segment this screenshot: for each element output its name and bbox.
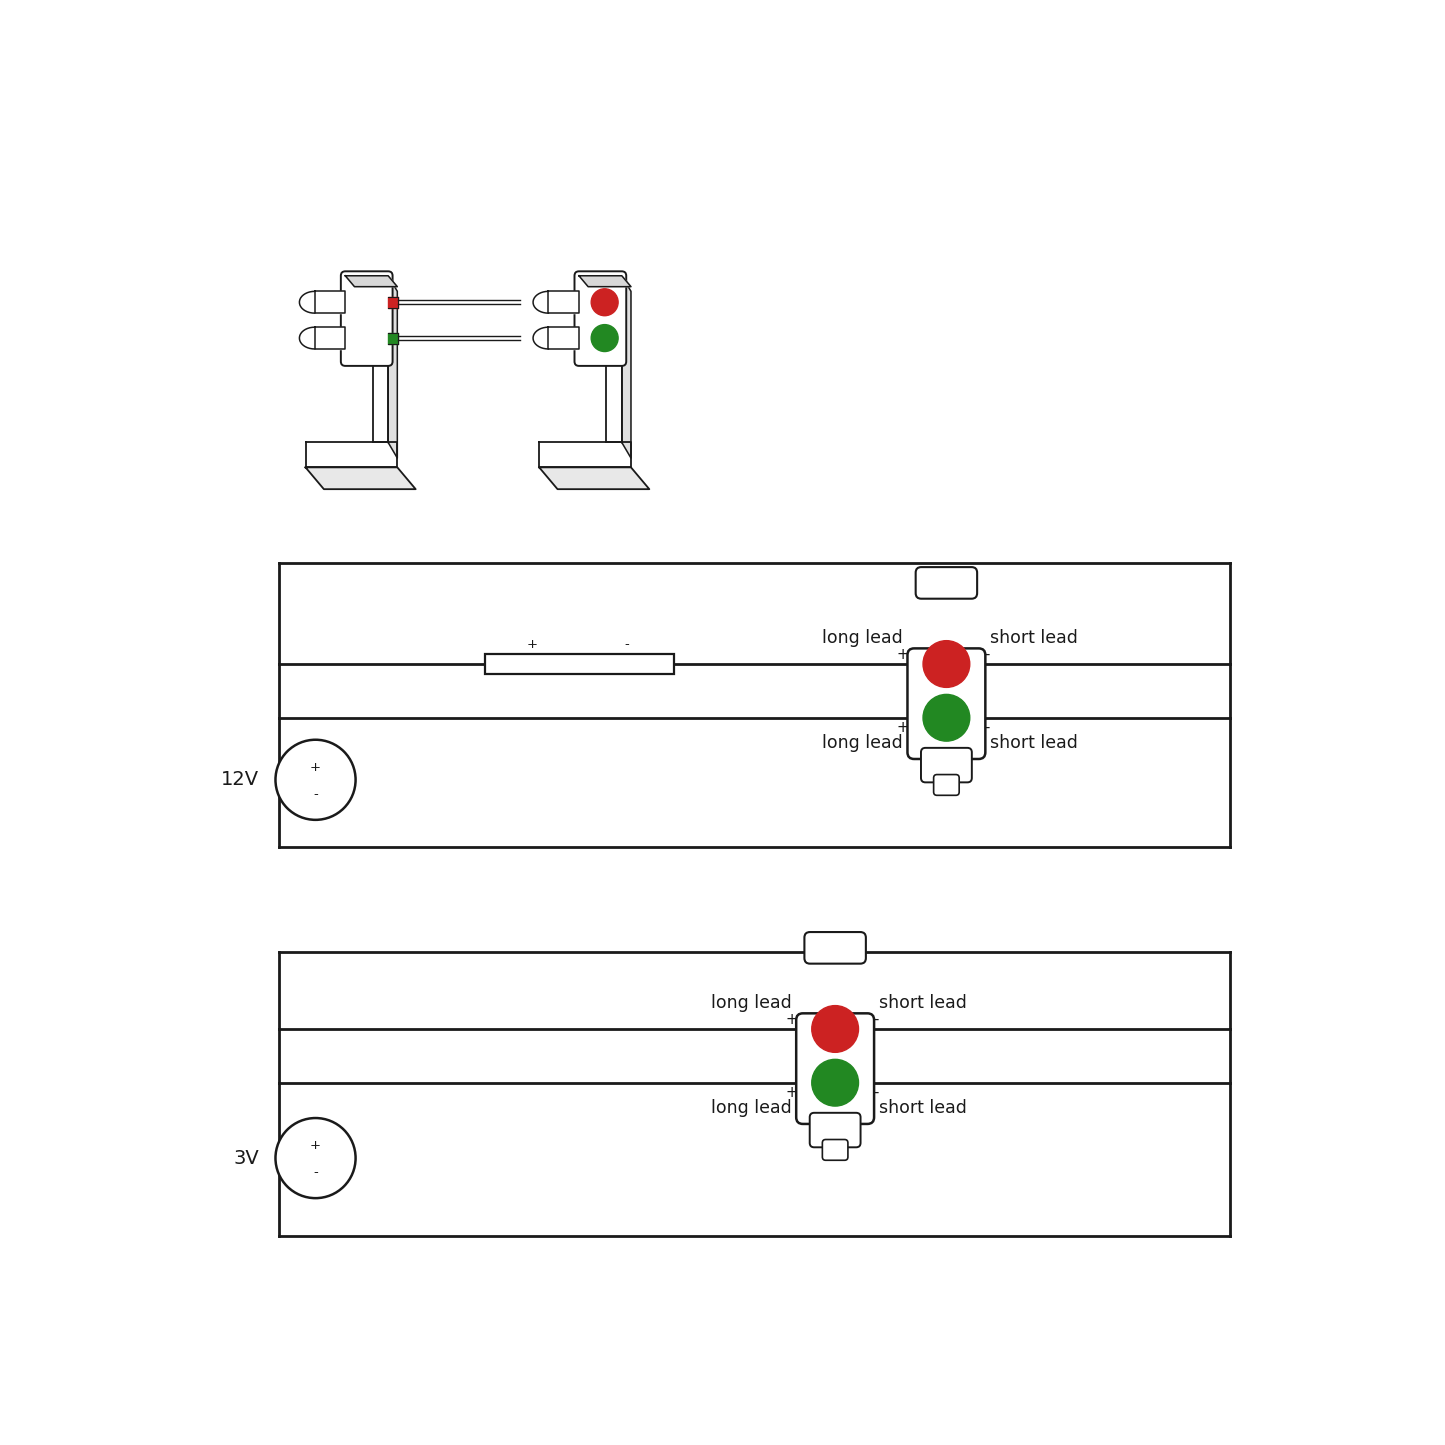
Text: -: - <box>873 1011 879 1027</box>
Text: 3V: 3V <box>233 1149 259 1168</box>
Text: +: + <box>311 1139 321 1152</box>
Text: -: - <box>314 788 318 801</box>
Text: -: - <box>984 647 990 662</box>
Bar <box>484 655 673 673</box>
FancyBboxPatch shape <box>920 749 972 782</box>
Text: -: - <box>873 1085 879 1100</box>
Polygon shape <box>579 276 631 286</box>
Text: -: - <box>984 720 990 736</box>
Text: short lead: short lead <box>879 1100 967 1117</box>
Text: +: + <box>785 1011 798 1027</box>
Text: +: + <box>896 647 909 662</box>
FancyBboxPatch shape <box>575 272 626 366</box>
Bar <box>389 332 397 344</box>
Text: +: + <box>896 720 909 736</box>
FancyBboxPatch shape <box>809 1113 861 1147</box>
Text: long lead: long lead <box>711 1100 792 1117</box>
FancyBboxPatch shape <box>933 775 959 795</box>
Polygon shape <box>373 276 389 442</box>
Text: +: + <box>311 762 321 775</box>
Polygon shape <box>315 292 345 314</box>
Text: short lead: short lead <box>990 630 1078 647</box>
Circle shape <box>923 640 970 688</box>
Bar <box>389 296 397 308</box>
FancyBboxPatch shape <box>907 649 985 759</box>
FancyBboxPatch shape <box>822 1140 848 1160</box>
Circle shape <box>276 1118 355 1198</box>
Circle shape <box>812 1006 858 1052</box>
Polygon shape <box>621 276 631 458</box>
Text: -: - <box>624 637 629 650</box>
FancyBboxPatch shape <box>796 1013 874 1124</box>
Polygon shape <box>305 442 397 467</box>
Polygon shape <box>389 276 397 458</box>
Text: +: + <box>526 637 538 650</box>
Polygon shape <box>548 327 579 350</box>
Circle shape <box>812 1059 858 1105</box>
Polygon shape <box>305 467 416 490</box>
FancyBboxPatch shape <box>805 932 866 964</box>
FancyBboxPatch shape <box>916 566 977 598</box>
Text: +: + <box>785 1085 798 1100</box>
Polygon shape <box>607 276 621 442</box>
Circle shape <box>276 740 355 819</box>
Circle shape <box>591 325 618 351</box>
FancyBboxPatch shape <box>341 272 393 366</box>
Polygon shape <box>539 467 649 490</box>
Text: short lead: short lead <box>879 994 967 1013</box>
Text: 12V: 12V <box>221 770 259 789</box>
Circle shape <box>591 289 618 315</box>
Circle shape <box>923 695 970 741</box>
Text: -: - <box>314 1166 318 1179</box>
Polygon shape <box>315 327 345 350</box>
Polygon shape <box>548 292 579 314</box>
Polygon shape <box>345 276 397 286</box>
Polygon shape <box>539 442 631 467</box>
Text: long lead: long lead <box>822 630 903 647</box>
Text: long lead: long lead <box>711 994 792 1013</box>
Text: short lead: short lead <box>990 734 1078 753</box>
Text: long lead: long lead <box>822 734 903 753</box>
